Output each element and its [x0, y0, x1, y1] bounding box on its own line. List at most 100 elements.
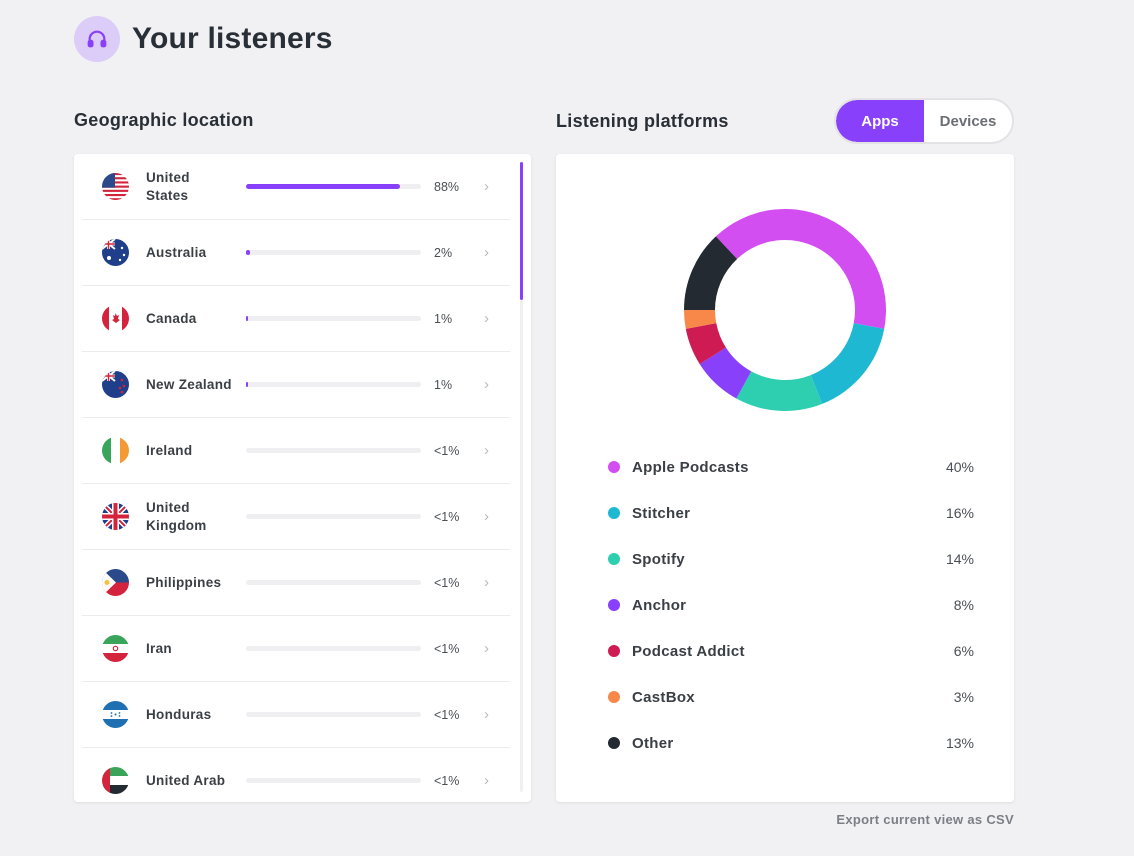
devices-toggle-button[interactable]: Devices — [939, 112, 997, 130]
chevron-right-icon[interactable]: › — [484, 310, 489, 327]
legend-swatch — [608, 691, 620, 703]
legend-percent: 13% — [945, 735, 974, 751]
apps-toggle-button[interactable]: Apps — [836, 100, 924, 142]
legend-swatch — [608, 645, 620, 657]
legend-percent: 14% — [945, 551, 974, 567]
geo-card: United States 88% › Australia 2% › Canada 1% › Ne… — [74, 154, 531, 802]
platforms-card: Apple Podcasts 40% Stitcher 16% Spotify 14% An… — [556, 154, 1014, 802]
nz-flag-icon — [102, 371, 129, 398]
country-name: Iran — [146, 640, 172, 656]
legend-swatch — [608, 461, 620, 473]
geo-row[interactable]: Iran <1% › — [82, 616, 510, 682]
legend-label: Stitcher — [632, 504, 691, 522]
share-percent: <1% — [434, 509, 460, 524]
geo-row[interactable]: Philippines <1% › — [82, 550, 510, 616]
chevron-right-icon[interactable]: › — [484, 244, 489, 261]
chevron-right-icon[interactable]: › — [484, 442, 489, 459]
scrollbar-track[interactable] — [520, 300, 523, 792]
page-header: Your listeners — [74, 16, 333, 62]
legend-swatch — [608, 553, 620, 565]
share-bar — [246, 778, 421, 783]
geo-row[interactable]: Ireland <1% › — [82, 418, 510, 484]
gb-flag-icon — [102, 503, 129, 530]
chevron-right-icon[interactable]: › — [484, 376, 489, 393]
geo-row[interactable]: United Arab <1% › — [82, 748, 510, 802]
share-bar-fill — [246, 382, 248, 387]
chevron-right-icon[interactable]: › — [484, 706, 489, 723]
headphones-icon — [74, 16, 120, 62]
geo-row[interactable]: Canada 1% › — [82, 286, 510, 352]
share-bar — [246, 580, 421, 585]
legend-label: Anchor — [632, 596, 687, 614]
ir-flag-icon — [102, 635, 129, 662]
share-percent: 2% — [434, 245, 453, 260]
chevron-right-icon[interactable]: › — [484, 178, 489, 195]
share-bar — [246, 712, 421, 717]
share-bar-fill — [246, 184, 400, 189]
chevron-right-icon[interactable]: › — [484, 640, 489, 657]
legend-percent: 8% — [953, 597, 974, 613]
share-percent: <1% — [434, 443, 460, 458]
legend-label: Apple Podcasts — [632, 458, 749, 476]
platforms-legend: Apple Podcasts 40% Stitcher 16% Spotify 14% An… — [608, 444, 974, 766]
page-title: Your listeners — [132, 22, 333, 55]
legend-item: Apple Podcasts 40% — [608, 444, 974, 490]
country-name: United Kingdom — [146, 499, 207, 533]
share-bar — [246, 646, 421, 651]
geo-list[interactable]: United States 88% › Australia 2% › Canada 1% › Ne… — [82, 154, 510, 802]
legend-label: CastBox — [632, 688, 695, 706]
donut-slice — [810, 323, 885, 404]
chevron-right-icon[interactable]: › — [484, 574, 489, 591]
share-percent: <1% — [434, 641, 460, 656]
geo-row[interactable]: New Zealand 1% › — [82, 352, 510, 418]
legend-item: CastBox 3% — [608, 674, 974, 720]
country-name: Canada — [146, 310, 197, 326]
country-name: Ireland — [146, 442, 193, 458]
donut-slice — [715, 209, 886, 329]
share-bar — [246, 448, 421, 453]
hn-flag-icon — [102, 701, 129, 728]
legend-percent: 40% — [945, 459, 974, 475]
legend-item: Other 13% — [608, 720, 974, 766]
legend-swatch — [608, 737, 620, 749]
share-bar — [246, 184, 421, 189]
share-bar — [246, 316, 421, 321]
geo-row[interactable]: United States 88% › — [82, 154, 510, 220]
platform-toggle: Apps Devices — [834, 98, 1014, 144]
donut-slice — [685, 323, 726, 365]
geo-section-title: Geographic location — [74, 110, 254, 130]
chevron-right-icon[interactable]: › — [484, 508, 489, 525]
donut-slice — [699, 347, 752, 399]
ae-flag-icon — [102, 767, 129, 794]
legend-percent: 3% — [953, 689, 974, 705]
share-bar-fill — [246, 316, 248, 321]
platforms-section-title: Listening platforms — [556, 111, 729, 131]
legend-item: Stitcher 16% — [608, 490, 974, 536]
legend-label: Podcast Addict — [632, 642, 745, 660]
country-name: Philippines — [146, 574, 222, 590]
share-percent: <1% — [434, 773, 460, 788]
legend-item: Podcast Addict 6% — [608, 628, 974, 674]
platforms-donut-chart — [684, 209, 886, 411]
au-flag-icon — [102, 239, 129, 266]
ca-flag-icon — [102, 305, 129, 332]
geo-row[interactable]: Australia 2% › — [82, 220, 510, 286]
legend-item: Anchor 8% — [608, 582, 974, 628]
geo-row[interactable]: Honduras <1% › — [82, 682, 510, 748]
export-csv-link[interactable]: Export current view as CSV — [836, 812, 1014, 827]
chevron-right-icon[interactable]: › — [484, 772, 489, 789]
share-percent: <1% — [434, 707, 460, 722]
country-name: United States — [146, 169, 190, 203]
scrollbar-thumb[interactable] — [520, 162, 523, 300]
donut-slice — [684, 310, 717, 329]
country-name: United Arab — [146, 772, 226, 788]
donut-slice — [736, 371, 823, 411]
us-flag-icon — [102, 173, 129, 200]
geo-row[interactable]: United Kingdom <1% › — [82, 484, 510, 550]
ie-flag-icon — [102, 437, 129, 464]
share-bar — [246, 382, 421, 387]
ph-flag-icon — [102, 569, 129, 596]
legend-label: Spotify — [632, 550, 685, 568]
country-name: Honduras — [146, 706, 212, 722]
legend-swatch — [608, 599, 620, 611]
